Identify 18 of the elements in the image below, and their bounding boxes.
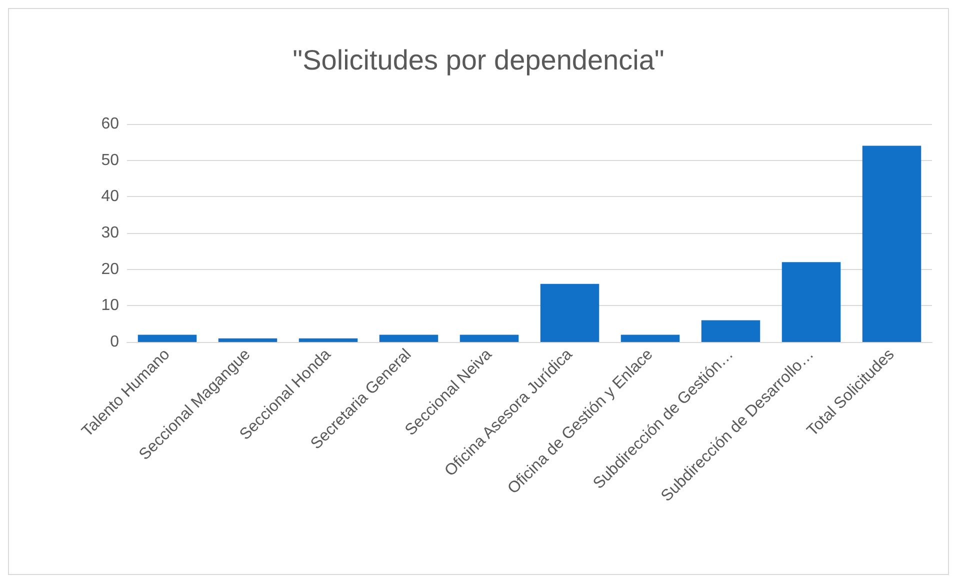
- y-tick-label: 30: [101, 224, 120, 242]
- bar: [620, 334, 680, 342]
- bar: [701, 320, 760, 342]
- y-tick-label: 60: [101, 116, 120, 132]
- y-tick-label: 40: [101, 188, 120, 206]
- bar: [460, 334, 519, 342]
- bar: [862, 146, 922, 342]
- bar: [540, 284, 600, 342]
- y-tick-label: 0: [110, 334, 120, 350]
- chart-title: "Solicitudes por dependencia": [292, 44, 664, 76]
- y-tick-label: 10: [101, 297, 120, 314]
- bar: [379, 334, 438, 342]
- bar: [782, 262, 841, 342]
- y-tick-label: 20: [101, 260, 120, 278]
- bar: [298, 338, 358, 342]
- bar: [218, 338, 278, 342]
- y-tick-label: 50: [101, 152, 120, 169]
- bar: [138, 334, 197, 342]
